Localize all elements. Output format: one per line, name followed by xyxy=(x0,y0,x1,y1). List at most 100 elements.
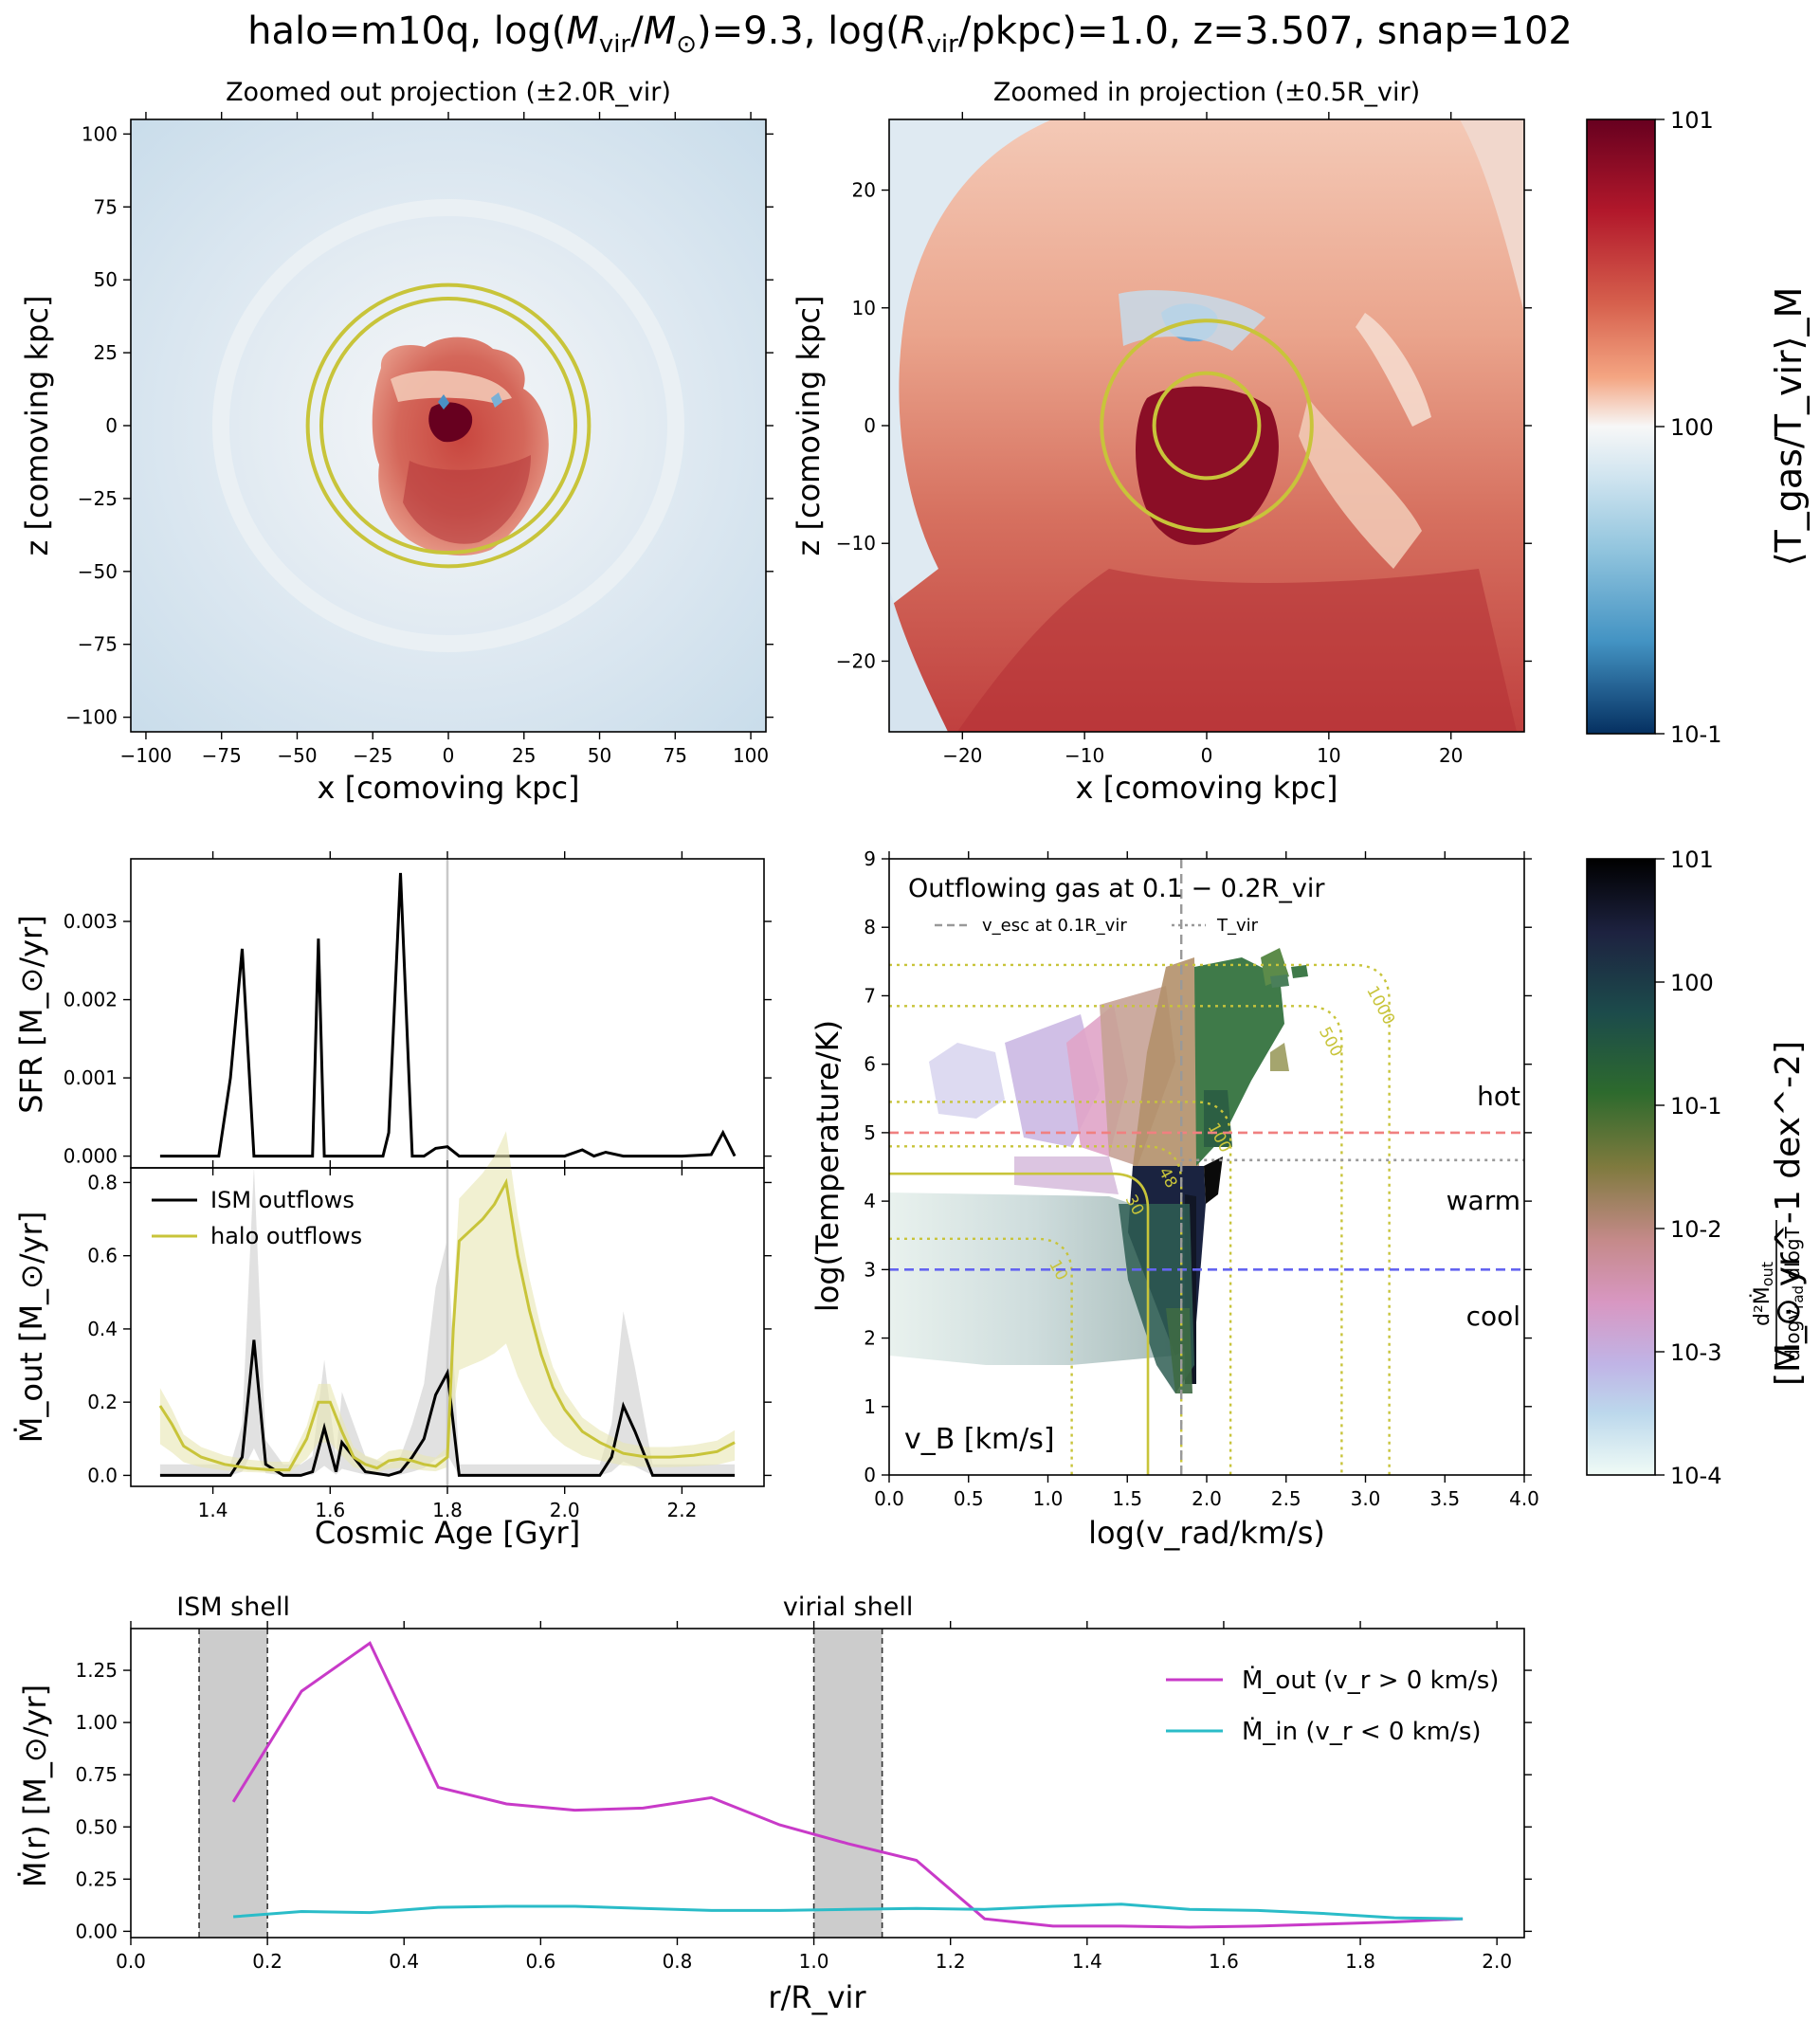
x-tick-label: 4.0 xyxy=(1509,1487,1539,1510)
legend-mout: Ṁ_out (v_r > 0 km/s) xyxy=(1242,1665,1499,1695)
y-tick-label: 0.000 xyxy=(64,1145,118,1168)
zoom-in-image xyxy=(889,119,1524,732)
x-tick-label: 1.0 xyxy=(1033,1487,1064,1510)
contour-label: 1000 xyxy=(1362,983,1398,1029)
x-tick-label: 1.5 xyxy=(1112,1487,1142,1510)
phase-heatmap xyxy=(889,948,1308,1393)
outflow-colorbar-ticks: 10-4 10-3 10-2 10-1 100 101 xyxy=(1655,847,1721,1489)
bernoulli-contour xyxy=(889,1005,1343,1475)
mout-line xyxy=(231,1641,1464,1929)
shell-region xyxy=(813,1629,883,1938)
zoom-out-xlabel: x [comoving kpc] xyxy=(317,770,579,806)
legend-halo-outflows: halo outflows xyxy=(210,1223,362,1249)
x-tick-label: 50 xyxy=(588,744,611,767)
x-tick-label: 2.0 xyxy=(1192,1487,1222,1510)
figure-title: halo=m10q, log(Mvir/M⊙)=9.3, log(Rvir/pk… xyxy=(247,9,1573,59)
shell-label: ISM shell xyxy=(176,1593,290,1622)
x-tick-label: 25 xyxy=(512,744,536,767)
zoom-out-ticks: −100 −75 −50 −25 0 25 50 75 100 −100 −75 −50 −25 0 25 5… xyxy=(65,112,774,767)
x-tick-label: 100 xyxy=(733,744,769,767)
x-tick-label: −50 xyxy=(277,744,317,767)
y-tick-label: −100 xyxy=(65,706,118,729)
cbar2-tick-label: 10-1 xyxy=(1670,1093,1721,1120)
y-tick-label: 0.00 xyxy=(75,1920,118,1942)
x-tick-label: −75 xyxy=(202,744,242,767)
x-tick-label: 2.2 xyxy=(667,1499,698,1521)
x-tick-label: 1.0 xyxy=(799,1950,829,1973)
x-tick-label: 20 xyxy=(1439,744,1463,767)
temperature-colorbar: 10-1 100 101 ⟨T_gas/T_vir⟩_M xyxy=(1586,107,1810,748)
sfr-line xyxy=(159,872,737,1158)
phase-ylabel: log(Temperature/K) xyxy=(810,1020,846,1312)
y-tick-label: 25 xyxy=(94,341,118,364)
x-tick-label: 1.8 xyxy=(432,1499,463,1521)
profile-frame xyxy=(130,1628,1525,1939)
y-tick-label: −10 xyxy=(836,532,876,555)
profile-ylabel: Ṁ(r) [M_⊙/yr] xyxy=(17,1684,53,1887)
cbar-tick-label: 100 xyxy=(1670,414,1714,441)
zoom-out-panel: −100 −75 −50 −25 0 25 50 75 100 −100 −75 −50 −25 0 25 5… xyxy=(19,78,774,806)
y-tick-label: 1 xyxy=(864,1395,876,1418)
zoom-out-rings xyxy=(305,282,592,569)
y-tick-label: 0.25 xyxy=(75,1867,118,1890)
x-tick-label: 10 xyxy=(1317,744,1340,767)
y-tick-label: 1.00 xyxy=(75,1711,118,1734)
x-tick-label: 0 xyxy=(443,744,455,767)
outflow-legend: ISM outflows halo outflows xyxy=(152,1187,362,1249)
zoom-in-ticks: −20 −10 0 10 20 −20 −10 0 10 20 xyxy=(836,112,1532,767)
x-tick-label: 2.0 xyxy=(550,1499,580,1521)
x-tick-label: 3.5 xyxy=(1429,1487,1460,1510)
outflow-ylabel: Ṁ_out [M_⊙/yr] xyxy=(13,1211,49,1443)
y-tick-label: 0 xyxy=(864,1464,876,1486)
y-tick-label: 6 xyxy=(864,1053,876,1076)
y-tick-label: 3 xyxy=(864,1258,876,1281)
cbar-tick-label: 101 xyxy=(1670,107,1714,134)
y-tick-label: 9 xyxy=(864,847,876,870)
shell-region xyxy=(199,1629,268,1938)
profile-legend: Ṁ_out (v_r > 0 km/s) Ṁ_in (v_r < 0 km/s) xyxy=(1166,1665,1499,1746)
y-tick-label: 50 xyxy=(94,268,118,291)
y-tick-label: 0.4 xyxy=(87,1318,118,1340)
y-tick-label: 8 xyxy=(864,916,876,938)
x-tick-label: −100 xyxy=(119,744,172,767)
y-tick-label: 20 xyxy=(852,179,876,202)
bernoulli-contour xyxy=(889,1101,1232,1475)
x-tick-label: 75 xyxy=(664,744,687,767)
y-tick-label: 100 xyxy=(82,122,118,145)
x-tick-label: 2.0 xyxy=(1482,1950,1512,1973)
y-tick-label: 0 xyxy=(864,414,876,437)
zoom-out-title: Zoomed out projection (±2.0R_vir) xyxy=(226,78,671,107)
zoom-in-title: Zoomed in projection (±0.5R_vir) xyxy=(993,78,1420,107)
warm-label: warm xyxy=(1447,1185,1520,1216)
phase-legend: v_esc at 0.1R_vir T_vir xyxy=(935,916,1259,936)
sfr-panel: 0.000 0.001 0.002 0.003 SFR [M_⊙/yr] xyxy=(13,851,772,1175)
y-tick-label: 4 xyxy=(864,1190,876,1212)
zoom-out-image xyxy=(131,119,766,732)
legend-ism-outflows: ISM outflows xyxy=(210,1187,355,1213)
x-tick-label: 0.5 xyxy=(954,1487,984,1510)
y-tick-label: 0.50 xyxy=(75,1815,118,1838)
min-line xyxy=(232,1903,1464,1921)
x-tick-label: 2.5 xyxy=(1271,1487,1301,1510)
profile-plot: 0.0 0.2 0.4 0.6 0.8 1.0 1.2 1.4 1.6 1.8 2.0 0.00 0.2… xyxy=(75,1621,1532,1973)
outflow-plot: 1.4 1.6 1.8 2.0 2.2 0.0 0.2 0.4 0.6 0.8 xyxy=(87,1160,772,1521)
cbar2-tick-label: 10-3 xyxy=(1670,1339,1721,1366)
ism-ring-zoom xyxy=(1152,371,1262,481)
bernoulli-contour xyxy=(889,963,1391,1475)
bernoulli-contour xyxy=(889,1237,1073,1475)
temperature-colorbar-label: ⟨T_gas/T_vir⟩_M xyxy=(1768,287,1810,567)
outflow-colorbar-label: [M_⊙ yr^-1 dex^-2] xyxy=(1769,1041,1808,1386)
hot-label: hot xyxy=(1477,1081,1520,1112)
y-tick-label: −50 xyxy=(78,560,118,583)
sfr-ylabel: SFR [M_⊙/yr] xyxy=(13,915,49,1113)
y-tick-label: 0.003 xyxy=(64,910,118,933)
bernoulli-contour xyxy=(889,1172,1150,1475)
legend-vesc: v_esc at 0.1R_vir xyxy=(982,916,1127,936)
legend-tvir: T_vir xyxy=(1216,916,1259,936)
y-tick-label: 5 xyxy=(864,1121,876,1144)
x-tick-label: 0.0 xyxy=(874,1487,904,1510)
halo-outflow-line xyxy=(158,1177,736,1472)
virial-ring-zoom xyxy=(1100,319,1314,533)
y-tick-label: 0.6 xyxy=(87,1245,118,1267)
